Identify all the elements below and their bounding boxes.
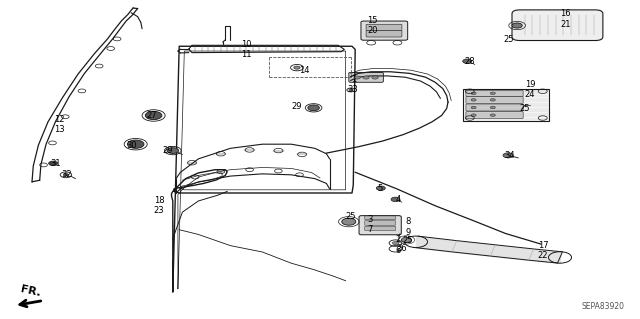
Circle shape	[401, 237, 412, 242]
Circle shape	[167, 148, 179, 153]
Text: 16
21: 16 21	[560, 10, 571, 29]
Circle shape	[471, 114, 476, 116]
Text: 3
7: 3 7	[367, 215, 372, 234]
Text: SEPA83920: SEPA83920	[581, 302, 624, 311]
Circle shape	[63, 174, 68, 176]
Text: 4: 4	[396, 195, 401, 204]
Text: 18
23: 18 23	[154, 196, 164, 215]
FancyBboxPatch shape	[365, 226, 396, 231]
Circle shape	[349, 89, 353, 91]
Text: 1: 1	[351, 75, 356, 84]
Circle shape	[471, 106, 476, 109]
Text: 28: 28	[465, 57, 476, 66]
Text: 25: 25	[402, 236, 412, 245]
Text: 5: 5	[378, 184, 383, 193]
Circle shape	[471, 99, 476, 101]
Circle shape	[463, 59, 472, 63]
Circle shape	[376, 186, 385, 190]
FancyBboxPatch shape	[466, 112, 523, 119]
FancyBboxPatch shape	[466, 90, 523, 96]
Circle shape	[471, 92, 476, 95]
Circle shape	[490, 106, 495, 109]
Text: 14: 14	[300, 66, 310, 75]
Circle shape	[392, 241, 399, 245]
FancyBboxPatch shape	[366, 31, 402, 37]
Text: FR.: FR.	[20, 284, 42, 298]
Text: 25: 25	[346, 212, 356, 221]
FancyBboxPatch shape	[359, 216, 401, 235]
Text: 29: 29	[162, 146, 172, 155]
Circle shape	[490, 92, 495, 95]
FancyBboxPatch shape	[366, 24, 402, 31]
Text: 31: 31	[50, 159, 61, 168]
Text: 26: 26	[397, 244, 408, 253]
Text: 12
13: 12 13	[54, 115, 65, 134]
Circle shape	[503, 153, 513, 158]
Circle shape	[372, 76, 378, 79]
Text: 8
9: 8 9	[406, 218, 411, 237]
Text: 32: 32	[61, 170, 72, 179]
Circle shape	[391, 197, 400, 202]
Text: 29: 29	[292, 102, 302, 111]
Circle shape	[490, 114, 495, 116]
Text: 2
6: 2 6	[396, 235, 401, 255]
Text: 25: 25	[520, 104, 530, 113]
FancyBboxPatch shape	[365, 216, 396, 220]
FancyBboxPatch shape	[512, 10, 603, 41]
Circle shape	[49, 161, 58, 166]
Circle shape	[308, 105, 319, 111]
Text: 19
24: 19 24	[525, 80, 535, 99]
Text: 25: 25	[503, 35, 513, 44]
FancyBboxPatch shape	[463, 89, 549, 121]
Circle shape	[145, 111, 162, 120]
Circle shape	[127, 140, 144, 148]
FancyBboxPatch shape	[466, 104, 523, 111]
Text: 30: 30	[127, 141, 138, 150]
Circle shape	[512, 23, 522, 28]
Text: 33: 33	[348, 85, 358, 94]
Circle shape	[294, 66, 300, 69]
Text: 27: 27	[146, 111, 157, 120]
FancyBboxPatch shape	[365, 221, 396, 225]
Circle shape	[342, 218, 356, 225]
Text: 34: 34	[504, 151, 515, 160]
FancyBboxPatch shape	[349, 72, 383, 82]
FancyBboxPatch shape	[361, 21, 408, 40]
Circle shape	[490, 99, 495, 101]
Text: 15
20: 15 20	[367, 16, 378, 35]
Circle shape	[363, 76, 369, 79]
FancyBboxPatch shape	[466, 96, 523, 103]
Text: 17
22: 17 22	[538, 241, 548, 260]
Circle shape	[354, 76, 360, 79]
Text: 10
11: 10 11	[241, 40, 252, 59]
